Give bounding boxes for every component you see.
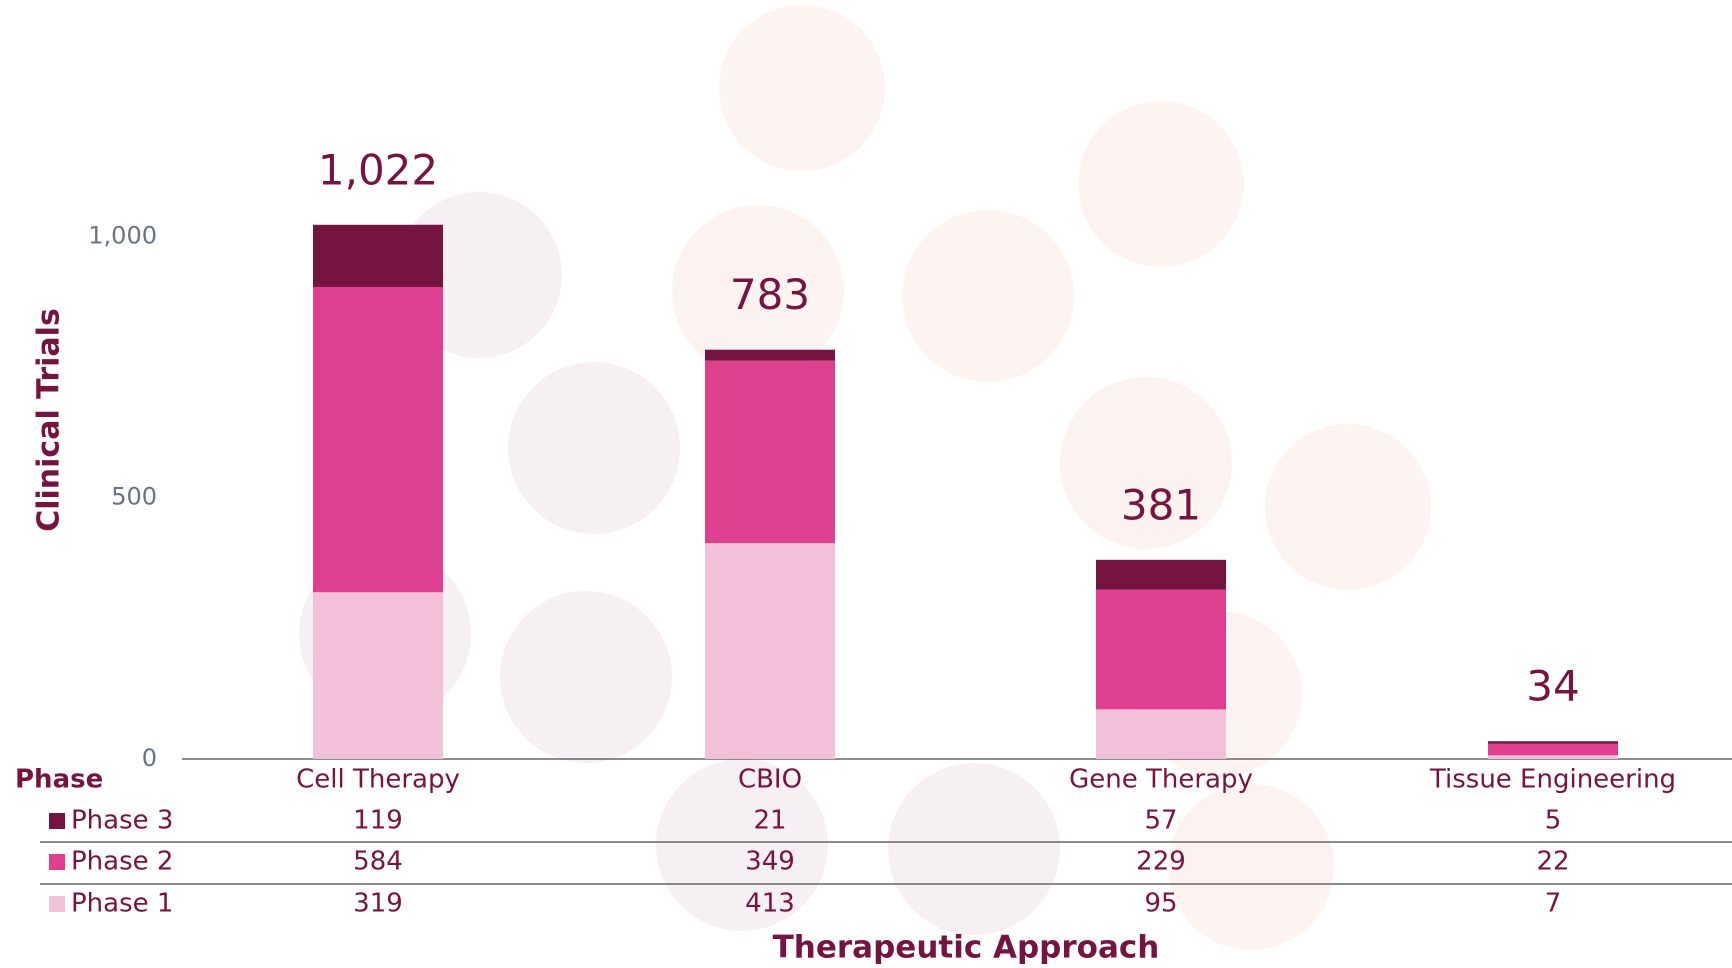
legend-swatch xyxy=(49,896,65,912)
chart: Clinical Trials Therapeutic Approach Pha… xyxy=(0,0,1732,968)
legend-swatch xyxy=(49,854,65,870)
bar-segment xyxy=(1488,755,1618,759)
x-axis-title: Therapeutic Approach xyxy=(773,930,1160,966)
table-cell: 5 xyxy=(1545,806,1562,836)
total-label: 783 xyxy=(730,270,810,319)
table-cell: 119 xyxy=(353,806,403,836)
bar-segment xyxy=(1096,590,1226,710)
bar-segment xyxy=(313,225,443,287)
x-tick-label: CBIO xyxy=(738,765,802,795)
total-label: 34 xyxy=(1526,662,1579,711)
table-cell: 57 xyxy=(1144,806,1177,836)
bar-segment xyxy=(313,287,443,592)
bar-segment xyxy=(1096,709,1226,759)
table-cell: 584 xyxy=(353,847,403,877)
x-tick-label: Tissue Engineering xyxy=(1429,765,1676,795)
table-cell: 413 xyxy=(745,889,795,919)
table-cell: 229 xyxy=(1136,847,1186,877)
table-cell: 7 xyxy=(1545,889,1562,919)
legend-label: Phase 3 xyxy=(71,806,173,836)
bar-segment xyxy=(313,592,443,759)
y-axis-title: Clinical Trials xyxy=(32,308,67,532)
x-tick-label: Gene Therapy xyxy=(1069,765,1253,795)
table-cell: 95 xyxy=(1144,889,1177,919)
legend-label: Phase 1 xyxy=(71,889,173,919)
bar-segment xyxy=(705,543,835,759)
table-cell: 22 xyxy=(1536,847,1569,877)
bar-segment xyxy=(705,361,835,543)
legend-label: Phase 2 xyxy=(71,847,173,877)
legend-swatch xyxy=(49,813,65,829)
bar-segment xyxy=(1096,560,1226,590)
table-cell: 349 xyxy=(745,847,795,877)
bar-segment xyxy=(1488,744,1618,756)
y-tick-label: 0 xyxy=(142,744,157,772)
table-header: Phase xyxy=(15,765,103,795)
total-label: 1,022 xyxy=(318,145,438,194)
total-label: 381 xyxy=(1121,480,1201,529)
y-tick-label: 500 xyxy=(111,483,157,511)
bar-segment xyxy=(705,350,835,361)
x-tick-label: Cell Therapy xyxy=(296,765,460,795)
background-decoration xyxy=(299,5,1431,950)
table-cell: 21 xyxy=(753,806,786,836)
bar-segment xyxy=(1488,741,1618,744)
y-tick-label: 1,000 xyxy=(88,221,157,249)
table-cell: 319 xyxy=(353,889,403,919)
